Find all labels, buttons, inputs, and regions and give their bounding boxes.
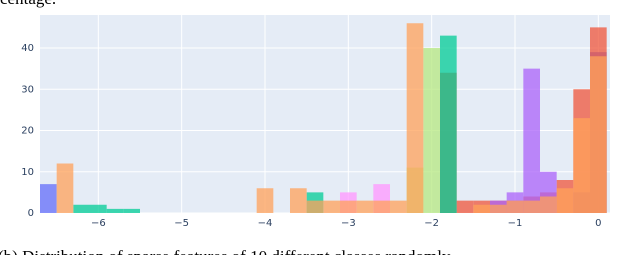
bar <box>306 200 324 213</box>
x-tick-label: 0 <box>595 218 601 229</box>
x-tick-label: −1 <box>508 218 523 229</box>
bar <box>323 200 340 213</box>
bar <box>256 188 274 213</box>
bar <box>506 200 524 213</box>
x-tick-label: −6 <box>91 218 106 229</box>
x-tick-label: −3 <box>341 218 356 229</box>
bar <box>440 35 457 213</box>
bar <box>590 56 607 213</box>
bar <box>123 208 140 213</box>
x-tick-label: −4 <box>258 218 273 229</box>
y-tick-label: 40 <box>21 43 34 54</box>
x-tick-label: −5 <box>174 218 189 229</box>
bar <box>40 184 57 213</box>
bar <box>490 204 507 213</box>
bar <box>540 196 557 213</box>
bar <box>390 200 407 213</box>
bar <box>90 204 107 213</box>
bar <box>290 188 307 213</box>
bar <box>573 118 590 213</box>
bar <box>106 208 124 213</box>
caption-bottom: (b) Distribution of sparse features of 1… <box>0 247 451 255</box>
y-tick-label: 0 <box>28 208 34 219</box>
bar <box>56 163 74 213</box>
bar <box>473 204 490 213</box>
bar <box>73 204 90 213</box>
bar <box>523 200 540 213</box>
x-tick-label: −2 <box>424 218 439 229</box>
bar <box>406 23 424 213</box>
caption-top: centage. <box>0 0 56 8</box>
bar <box>340 200 357 213</box>
bar <box>456 200 474 213</box>
bar <box>423 48 440 213</box>
bar <box>356 200 374 213</box>
bar <box>556 188 574 213</box>
y-tick-label: 20 <box>21 126 34 137</box>
bar <box>373 200 390 213</box>
y-tick-label: 10 <box>21 167 34 178</box>
bar <box>523 68 540 213</box>
y-tick-label: 30 <box>21 84 34 95</box>
